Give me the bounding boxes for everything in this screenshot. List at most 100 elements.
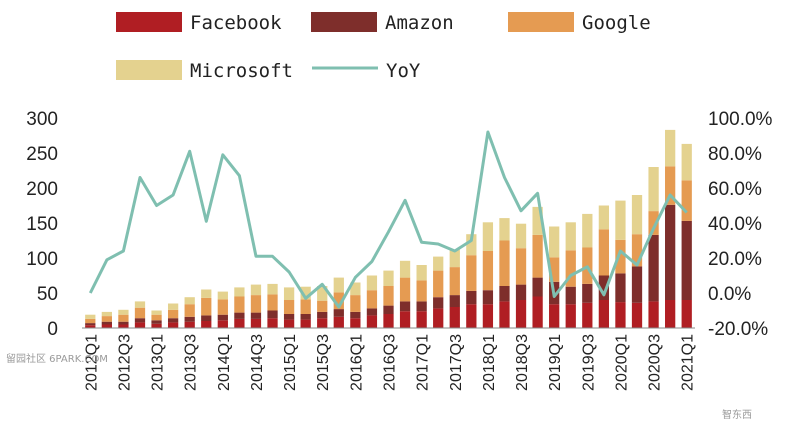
bar-facebook-2017Q4 [466, 304, 477, 328]
bar-facebook-2015Q3 [317, 318, 328, 328]
bar-amazon-2018Q4 [532, 277, 543, 297]
legend-label-facebook: Facebook [190, 12, 282, 34]
bar-amazon-2016Q3 [383, 305, 394, 314]
bar-facebook-2012Q2 [101, 324, 112, 328]
bar-microsoft-2013Q2 [167, 303, 179, 310]
bar-microsoft-2013Q4 [201, 289, 212, 298]
bar-facebook-2013Q4 [201, 321, 212, 328]
bar-microsoft-2019Q1 [549, 226, 560, 258]
bar-google-2017Q2 [433, 270, 444, 298]
bar-google-2016Q1 [350, 295, 361, 312]
bar-google-2013Q4 [201, 297, 212, 316]
left-axis-tick-label: 150 [26, 214, 58, 235]
bar-google-2012Q4 [134, 307, 146, 319]
bar-amazon-2017Q3 [449, 295, 460, 307]
left-axis-tick-label: 200 [26, 179, 58, 200]
bar-microsoft-2016Q2 [366, 275, 378, 291]
bar-google-2018Q2 [499, 240, 510, 286]
bar-amazon-2017Q2 [433, 297, 444, 309]
bar-google-2018Q1 [482, 251, 494, 291]
left-axis-tick-label: 100 [26, 249, 58, 270]
bar-amazon-2013Q3 [184, 316, 195, 322]
bar-facebook-2014Q1 [217, 320, 228, 328]
bar-facebook-2013Q1 [151, 323, 162, 328]
bar-microsoft-2018Q2 [499, 218, 510, 241]
bar-microsoft-2018Q1 [482, 222, 494, 251]
bar-google-2017Q4 [466, 255, 477, 291]
bar-google-2019Q4 [598, 229, 610, 276]
bar-facebook-2018Q2 [499, 301, 510, 328]
bar-amazon-2018Q3 [515, 284, 527, 300]
bar-facebook-2015Q1 [283, 319, 295, 328]
bar-microsoft-2016Q1 [350, 282, 361, 296]
bar-amazon-2018Q1 [482, 290, 494, 305]
bar-microsoft-2019Q2 [565, 222, 576, 251]
bar-microsoft-2016Q4 [399, 260, 411, 278]
bar-google-2017Q3 [449, 267, 460, 296]
bar-microsoft-2017Q4 [466, 234, 477, 256]
bar-facebook-2012Q3 [118, 324, 129, 328]
bar-microsoft-2015Q4 [333, 277, 344, 293]
bar-amazon-2013Q1 [151, 320, 162, 324]
bar-amazon-2019Q3 [582, 283, 593, 303]
bar-microsoft-2020Q2 [631, 195, 643, 235]
bar-facebook-2013Q3 [184, 321, 195, 328]
x-tick-label: 2017Q3 [448, 334, 465, 391]
x-tick-label: 2016Q1 [348, 334, 365, 391]
x-tick-label: 2019Q1 [547, 334, 564, 391]
bar-microsoft-2018Q4 [532, 206, 543, 235]
bar-google-2014Q4 [267, 294, 278, 311]
bar-facebook-2018Q1 [482, 304, 494, 328]
bar-microsoft-2012Q4 [134, 301, 146, 308]
bar-microsoft-2013Q3 [184, 297, 195, 305]
bar-amazon-2017Q1 [416, 301, 427, 312]
x-tick-label: 2016Q3 [382, 334, 399, 391]
bar-facebook-2017Q1 [416, 311, 427, 328]
bar-facebook-2019Q1 [549, 304, 560, 328]
bar-facebook-2015Q4 [333, 316, 344, 328]
bar-microsoft-2019Q3 [582, 213, 593, 248]
bar-microsoft-2012Q2 [101, 311, 112, 317]
bar-google-2016Q2 [366, 290, 378, 309]
bar-google-2012Q3 [118, 314, 129, 322]
bar-amazon-2021Q1 [681, 220, 692, 300]
legend-swatch-amazon [311, 12, 377, 32]
bar-facebook-2020Q2 [631, 302, 643, 328]
bar-amazon-2016Q2 [366, 308, 378, 316]
bar-amazon-2020Q2 [631, 266, 643, 303]
x-tick-label: 2014Q1 [216, 334, 233, 391]
bar-amazon-2014Q1 [217, 314, 228, 321]
watermark-right: 智东西 [722, 408, 752, 421]
bar-google-2014Q3 [250, 295, 262, 313]
bar-google-2012Q1 [85, 318, 96, 324]
bar-google-2012Q2 [101, 316, 112, 322]
bar-microsoft-2012Q3 [118, 309, 129, 315]
legend-label-google: Google [582, 12, 651, 34]
bar-facebook-2021Q1 [681, 300, 692, 328]
x-tick-label: 2019Q3 [580, 334, 597, 391]
bar-microsoft-2021Q1 [681, 143, 692, 181]
bar-google-2017Q1 [416, 280, 427, 302]
bar-google-2014Q1 [217, 299, 228, 315]
bar-facebook-2012Q4 [134, 322, 146, 328]
bar-amazon-2020Q4 [665, 204, 676, 300]
bar-microsoft-2017Q3 [449, 249, 460, 268]
bar-microsoft-2020Q1 [615, 200, 626, 240]
bar-facebook-2020Q4 [665, 300, 676, 328]
bar-amazon-2015Q3 [317, 311, 328, 319]
right-axis-tick-label: -20.0% [708, 319, 768, 340]
bar-google-2018Q4 [532, 234, 543, 278]
bar-microsoft-2017Q2 [433, 256, 444, 271]
bar-google-2019Q1 [549, 257, 560, 282]
bar-amazon-2018Q2 [499, 286, 510, 302]
legend-swatch-microsoft [116, 60, 182, 80]
bar-amazon-2019Q4 [598, 275, 610, 300]
bar-amazon-2012Q3 [118, 321, 129, 325]
x-tick-label: 2018Q1 [481, 334, 498, 391]
bar-facebook-2012Q1 [85, 325, 96, 328]
bar-google-2013Q2 [167, 309, 179, 319]
left-axis-tick-label: 250 [26, 144, 58, 165]
bar-microsoft-2015Q1 [283, 287, 295, 300]
bar-facebook-2020Q1 [615, 302, 626, 328]
left-axis-tick-label: 300 [26, 109, 58, 130]
